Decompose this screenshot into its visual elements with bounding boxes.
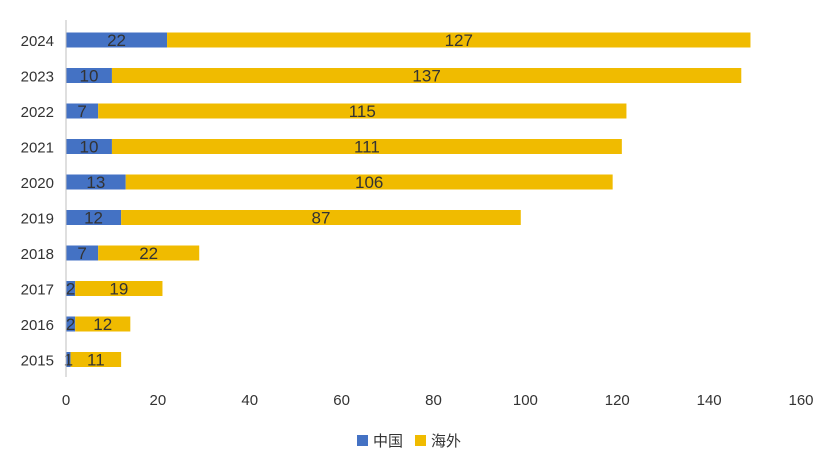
data-label-overseas-2017: 19 <box>109 280 128 299</box>
data-label-china-2019: 12 <box>84 209 103 228</box>
bar-overseas-2021 <box>111 139 622 154</box>
y-tick-label-2024: 2024 <box>21 33 54 50</box>
y-tick-label-2016: 2016 <box>21 317 54 334</box>
bar-china-2022 <box>66 103 99 119</box>
data-label-china-2023: 10 <box>80 67 99 86</box>
legend-swatch-overseas <box>415 435 426 446</box>
data-label-overseas-2024: 127 <box>445 31 473 50</box>
y-tick-label-2019: 2019 <box>21 211 54 228</box>
x-axis-ticks: 0 20 40 60 80 100 120 140 160 <box>62 392 814 409</box>
y-tick-label-2020: 2020 <box>21 175 54 192</box>
bar-china-2018 <box>66 245 99 261</box>
x-tick-label-60: 60 <box>333 392 350 409</box>
data-label-overseas-2018: 22 <box>139 244 158 263</box>
data-label-overseas-2019: 87 <box>311 209 330 228</box>
y-tick-label-2017: 2017 <box>21 282 54 299</box>
bar-overseas-2018 <box>98 245 200 261</box>
data-label-china-2022: 7 <box>77 102 86 121</box>
bar-overseas-2022 <box>98 103 627 119</box>
data-label-china-2016: 2 <box>66 315 75 334</box>
y-tick-label-2015: 2015 <box>21 353 54 370</box>
x-tick-label-140: 140 <box>697 392 722 409</box>
data-label-china-2020: 13 <box>86 173 105 192</box>
bar-overseas-2017 <box>75 281 163 296</box>
data-label-china-2015: 1 <box>64 351 73 370</box>
bar-overseas-2020 <box>125 174 613 190</box>
y-tick-label-2022: 2022 <box>21 104 54 121</box>
x-tick-label-80: 80 <box>425 392 442 409</box>
bar-china-2021 <box>66 139 112 154</box>
y-tick-label-2021: 2021 <box>21 140 54 157</box>
bar-china-2017 <box>66 281 76 296</box>
data-label-overseas-2021: 111 <box>354 138 380 157</box>
y-axis-ticks: 2024 2023 2022 2021 2020 2019 2018 2017 2016 2015 <box>21 33 54 370</box>
x-tick-label-100: 100 <box>513 392 538 409</box>
bar-china-2016 <box>66 316 76 332</box>
data-label-china-2018: 7 <box>77 244 86 263</box>
bar-china-2019 <box>66 210 122 225</box>
bars-group <box>66 32 751 367</box>
data-label-overseas-2022: 115 <box>349 102 376 121</box>
bar-overseas-2023 <box>111 68 742 83</box>
x-tick-label-40: 40 <box>241 392 258 409</box>
x-tick-label-0: 0 <box>62 392 70 409</box>
bar-china-2023 <box>66 68 112 83</box>
x-tick-label-120: 120 <box>605 392 630 409</box>
bar-china-2020 <box>66 174 126 190</box>
data-label-overseas-2016: 12 <box>93 315 112 334</box>
x-tick-label-20: 20 <box>150 392 167 409</box>
data-label-overseas-2023: 137 <box>412 67 440 86</box>
y-tick-label-2018: 2018 <box>21 246 54 263</box>
y-tick-label-2023: 2023 <box>21 69 54 86</box>
legend-label-overseas: 海外 <box>431 432 461 450</box>
bar-overseas-2016 <box>75 316 131 332</box>
data-label-china-2017: 2 <box>66 280 75 299</box>
legend-label-china: 中国 <box>373 432 403 450</box>
bar-overseas-2024 <box>167 32 751 48</box>
bar-overseas-2019 <box>121 210 521 225</box>
bar-china-2015 <box>66 352 71 367</box>
data-label-overseas-2020: 106 <box>355 173 383 192</box>
legend-swatch-china <box>357 435 368 446</box>
data-label-china-2024: 22 <box>107 31 126 50</box>
data-label-overseas-2015: 11 <box>87 351 105 370</box>
bar-china-2024 <box>66 32 168 48</box>
data-label-china-2021: 10 <box>80 138 99 157</box>
x-tick-label-160: 160 <box>788 392 813 409</box>
legend: 中国 海外 <box>357 432 461 450</box>
bar-overseas-2015 <box>70 352 122 367</box>
